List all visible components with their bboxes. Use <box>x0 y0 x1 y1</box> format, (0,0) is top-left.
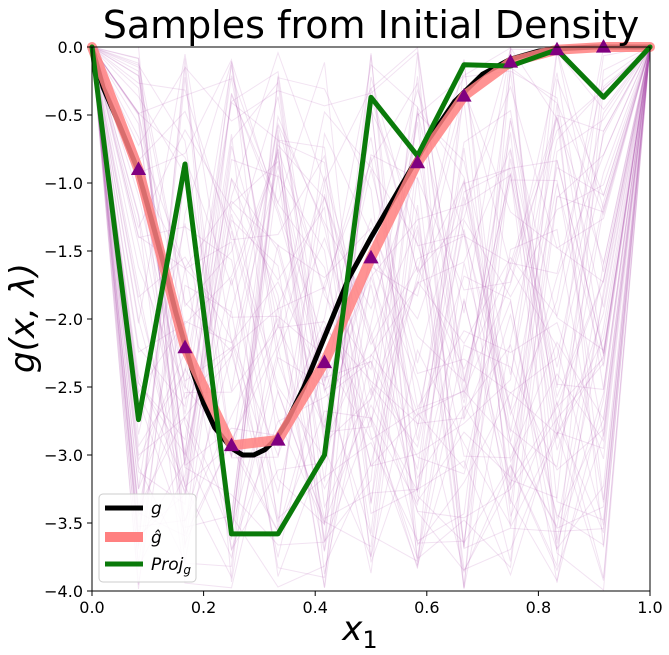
legend-label-ghat: ĝ <box>151 528 162 548</box>
sample-curve <box>91 46 651 518</box>
triangle-marker <box>363 249 379 264</box>
y-tick-label: −1.0 <box>44 174 83 193</box>
sample-curve <box>91 46 651 529</box>
sample-curve <box>91 46 651 543</box>
sample-curve <box>91 46 651 579</box>
sample-curve <box>91 46 651 521</box>
sample-curve <box>91 46 651 552</box>
sample-curve <box>91 46 651 589</box>
y-axis: 0.0 −0.5 −1.0 −1.5 −2.0 −2.5 −3.0 −3.5 −4.0 <box>44 38 92 601</box>
sample-curve <box>91 46 651 575</box>
sample-curve <box>91 46 651 456</box>
triangle-marker <box>177 339 193 354</box>
y-tick-label: −3.5 <box>44 514 83 533</box>
sample-curve <box>91 46 651 501</box>
y-tick-label: −1.5 <box>44 242 83 261</box>
sample-curve <box>91 46 651 437</box>
x-tick-label: 0.2 <box>191 598 216 617</box>
sample-curve <box>91 46 651 505</box>
sample-curve <box>91 46 651 569</box>
x-axis-label: x1 <box>341 609 377 654</box>
legend-label-proj-subscript: g <box>183 563 191 577</box>
chart-title: Samples from Initial Density <box>103 3 640 47</box>
sample-curve <box>91 46 651 558</box>
sample-curve <box>91 46 651 519</box>
x-axis: 0.0 0.2 0.4 0.6 0.8 1.0 <box>79 591 663 617</box>
triangle-marker <box>316 354 333 369</box>
sample-curve <box>91 46 651 589</box>
y-tick-label: −4.0 <box>44 582 83 601</box>
sample-curve <box>91 46 651 581</box>
sample-curve <box>91 46 651 568</box>
sample-curve <box>91 46 651 559</box>
x-tick-label: 0.4 <box>302 598 327 617</box>
legend-label-g: g <box>151 499 162 519</box>
markers-layer <box>130 39 612 452</box>
sample-curve <box>91 46 651 551</box>
triangle-marker <box>595 39 612 53</box>
triangle-marker <box>130 161 147 175</box>
sample-curve <box>91 46 651 562</box>
x-tick-label: 0.6 <box>414 598 439 617</box>
sample-curve <box>91 46 651 577</box>
triangle-marker <box>456 88 472 102</box>
triangle-marker <box>270 432 286 446</box>
y-tick-label: 0.0 <box>58 38 83 57</box>
sample-curve <box>91 46 651 521</box>
sample-curve <box>91 46 651 541</box>
legend: g ĝ Projg <box>98 493 197 583</box>
sample-curve <box>91 46 651 591</box>
legend-box <box>98 493 197 583</box>
y-axis-label: g(x, λ) <box>3 263 43 373</box>
triangle-marker <box>502 54 519 68</box>
triangle-marker <box>223 437 240 452</box>
sample-curve <box>91 46 651 448</box>
y-tick-label: −2.0 <box>44 310 83 329</box>
sample-curve <box>91 46 651 486</box>
y-tick-label: −0.5 <box>44 106 83 125</box>
x-tick-label: 1.0 <box>637 598 662 617</box>
y-tick-label: −3.0 <box>44 446 83 465</box>
x-axis-label-subscript: 1 <box>362 626 377 654</box>
sample-curve <box>91 46 651 588</box>
sample-curve <box>91 46 651 588</box>
sample-curve <box>91 46 651 530</box>
x-tick-label: 0.0 <box>79 598 104 617</box>
sample-curve <box>91 46 651 390</box>
y-tick-label: −2.5 <box>44 378 83 397</box>
sample-curve <box>91 46 651 559</box>
sample-curve <box>91 46 651 525</box>
sample-curve <box>91 46 651 589</box>
sample-curve <box>91 46 651 552</box>
sample-curve <box>91 46 651 526</box>
sample-curve <box>91 46 651 548</box>
sample-curve <box>91 46 651 569</box>
sample-curve <box>91 46 651 558</box>
sample-curve <box>91 46 651 515</box>
legend-label-proj: Projg <box>151 555 191 577</box>
x-tick-label: 0.8 <box>526 598 551 617</box>
sample-curve <box>91 46 651 563</box>
triangle-marker <box>549 41 565 56</box>
sample-curve <box>91 46 651 583</box>
triangle-marker <box>409 154 426 169</box>
sample-curve <box>91 46 651 579</box>
